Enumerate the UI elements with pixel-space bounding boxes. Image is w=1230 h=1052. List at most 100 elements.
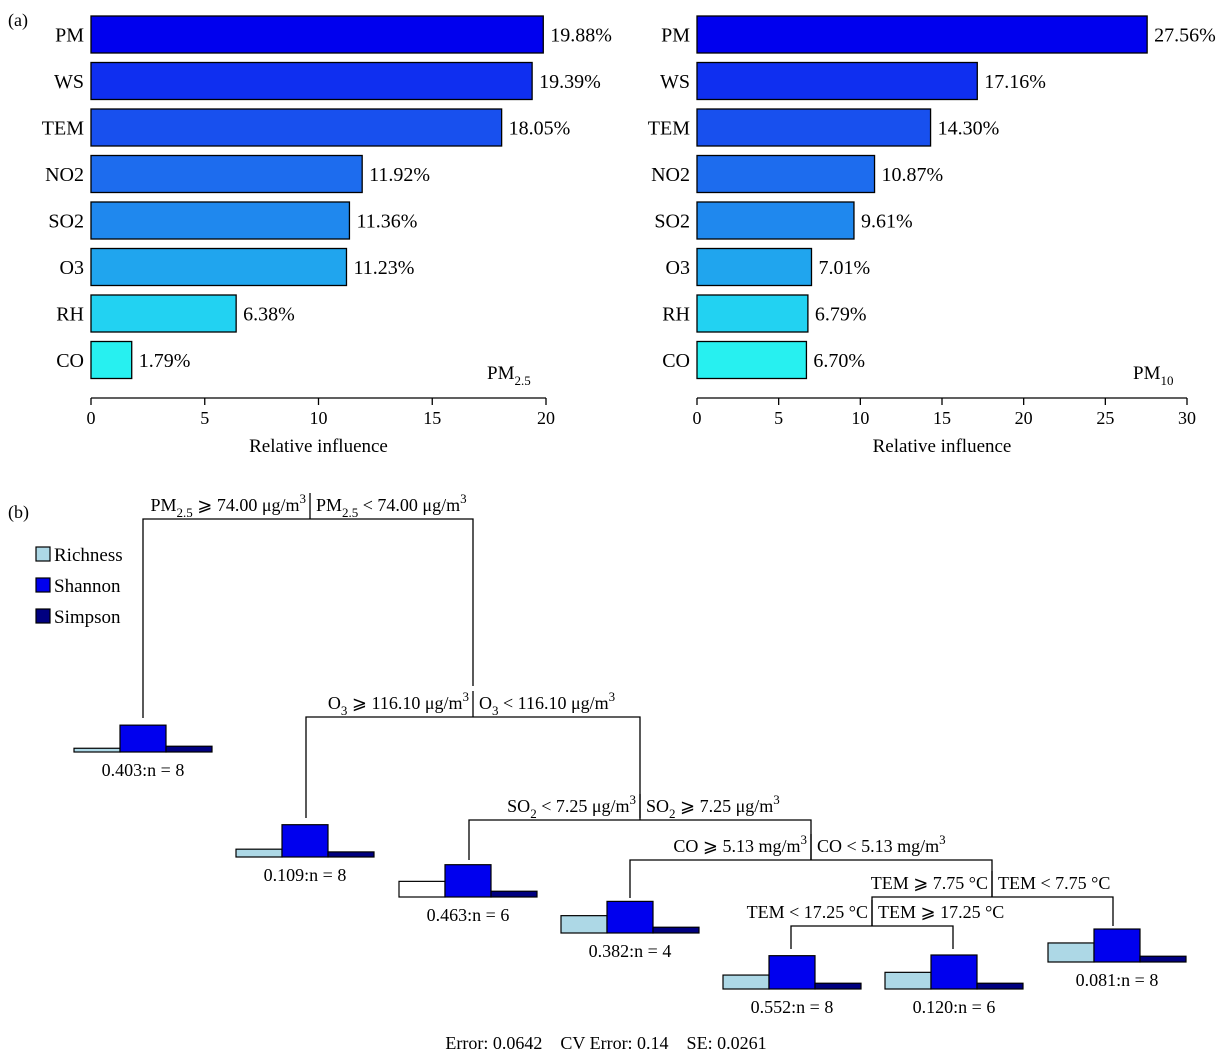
leaf-bar-simpson <box>165 745 213 753</box>
bar-tem <box>696 108 932 147</box>
leaf-bar-shannon <box>281 824 329 858</box>
legend-label: Simpson <box>54 607 121 628</box>
leaf-bar-shannon <box>119 724 167 753</box>
leaf-node: 0.081:n = 8 <box>1047 928 1187 990</box>
data-label: 1.79% <box>139 350 191 372</box>
bar-pm <box>696 15 1148 54</box>
bar-ws <box>90 61 533 101</box>
panel-annotation: PM2.5 <box>487 363 531 388</box>
category-label: CO <box>662 350 690 372</box>
data-label: 19.88% <box>550 25 612 47</box>
leaf-bar-shannon <box>1093 928 1141 963</box>
bar-no2 <box>696 154 876 194</box>
category-label: PM <box>55 25 84 47</box>
x-tick-label: 10 <box>851 408 869 428</box>
leaf-node: 0.109:n = 8 <box>235 824 375 885</box>
leaf-bar-richness <box>1047 942 1095 963</box>
panel-label-a: (a) <box>8 10 28 31</box>
split-label-right: SO2 ⩾ 7.25 μg/m3 <box>646 792 780 821</box>
data-label: 11.92% <box>369 164 430 186</box>
leaf-node: 0.463:n = 6 <box>398 864 538 925</box>
panel-label-b: (b) <box>8 502 29 523</box>
leaf-node: 0.120:n = 6 <box>884 954 1024 1017</box>
bar-pm <box>90 15 544 54</box>
leaf-bar-simpson <box>327 851 375 858</box>
split-label-right: TEM ⩾ 17.25 °C <box>878 902 1004 922</box>
leaf-bar-richness <box>722 974 770 990</box>
data-label: 6.70% <box>813 350 865 372</box>
x-axis-label: Relative influence <box>873 436 1012 457</box>
leaf-bar-richness <box>235 848 283 858</box>
leaf-label: 0.081:n = 8 <box>1076 970 1159 990</box>
data-label: 27.56% <box>1154 25 1216 47</box>
bar-chart-pm25: PM 19.88% WS 19.39% TEM 18.05% NO2 11.92% SO2 11.… <box>42 15 612 457</box>
leaf-label: 0.552:n = 8 <box>751 997 834 1017</box>
x-tick-label: 0 <box>87 408 96 428</box>
leaf-bar-simpson <box>976 982 1024 990</box>
bar-no2 <box>90 154 363 194</box>
data-label: 6.79% <box>815 304 867 326</box>
leaf-bar-simpson <box>652 926 700 934</box>
leaf-bar-simpson <box>490 890 538 898</box>
leaf-label: 0.382:n = 4 <box>589 941 672 961</box>
tree-branch <box>305 716 641 818</box>
leaf-label: 0.109:n = 8 <box>264 865 347 885</box>
leaf-bar-simpson <box>814 982 862 990</box>
leaf-label: 0.403:n = 8 <box>102 760 185 780</box>
category-label: TEM <box>42 118 84 140</box>
split-label-left: CO ⩾ 5.13 mg/m3 <box>673 832 807 856</box>
data-label: 19.39% <box>539 71 601 93</box>
category-label: TEM <box>648 118 690 140</box>
legend-item-shannon: Shannon <box>35 576 121 597</box>
x-tick-label: 15 <box>933 408 951 428</box>
category-label: RH <box>662 304 690 326</box>
legend-swatch <box>35 546 51 562</box>
data-label: 10.87% <box>882 164 944 186</box>
leaf-bar-shannon <box>444 864 492 898</box>
category-label: NO2 <box>651 164 690 186</box>
category-label: WS <box>54 71 84 93</box>
x-tick-label: 10 <box>310 408 328 428</box>
legend-label: Richness <box>54 545 123 566</box>
data-label: 6.38% <box>243 304 295 326</box>
data-label: 14.30% <box>938 118 1000 140</box>
legend-item-simpson: Simpson <box>35 607 121 628</box>
data-label: 11.36% <box>356 211 417 233</box>
x-tick-label: 5 <box>774 408 783 428</box>
x-tick-label: 20 <box>537 408 555 428</box>
bar-rh <box>696 294 809 333</box>
legend-swatch <box>35 608 51 624</box>
data-label: 11.23% <box>353 257 414 279</box>
split-label-left: SO2 < 7.25 μg/m3 <box>507 792 636 821</box>
x-tick-label: 25 <box>1096 408 1114 428</box>
leaf-node: 0.552:n = 8 <box>722 955 862 1017</box>
category-label: NO2 <box>45 164 84 186</box>
category-label: SO2 <box>654 211 690 233</box>
category-label: O3 <box>60 257 84 279</box>
split-label-right: O3 < 116.10 μg/m3 <box>479 689 615 718</box>
leaf-bar-shannon <box>606 900 654 934</box>
leaf-bar-richness <box>884 971 932 990</box>
split-label-right: CO < 5.13 mg/m3 <box>817 832 946 856</box>
split-label-left: PM2.5 ⩾ 74.00 μg/m3 <box>151 491 307 520</box>
split-label-left: O3 ⩾ 116.10 μg/m3 <box>328 689 469 718</box>
category-label: WS <box>660 71 690 93</box>
x-tick-label: 5 <box>200 408 209 428</box>
data-label: 7.01% <box>818 257 870 279</box>
data-label: 17.16% <box>984 71 1046 93</box>
leaf-bar-richness <box>398 880 446 898</box>
split-label-right: PM2.5 < 74.00 μg/m3 <box>316 491 467 520</box>
category-label: CO <box>56 350 84 372</box>
bar-co <box>696 340 808 380</box>
leaf-bar-richness <box>73 747 121 753</box>
tree-branch <box>790 925 954 949</box>
bar-o3 <box>90 247 348 287</box>
leaf-bar-shannon <box>768 955 816 990</box>
split-label-left: TEM < 17.25 °C <box>747 902 868 922</box>
legend-item-richness: Richness <box>35 545 123 566</box>
tree-branch <box>142 518 474 718</box>
category-label: RH <box>56 304 84 326</box>
x-tick-label: 15 <box>423 408 441 428</box>
legend-label: Shannon <box>54 576 121 597</box>
